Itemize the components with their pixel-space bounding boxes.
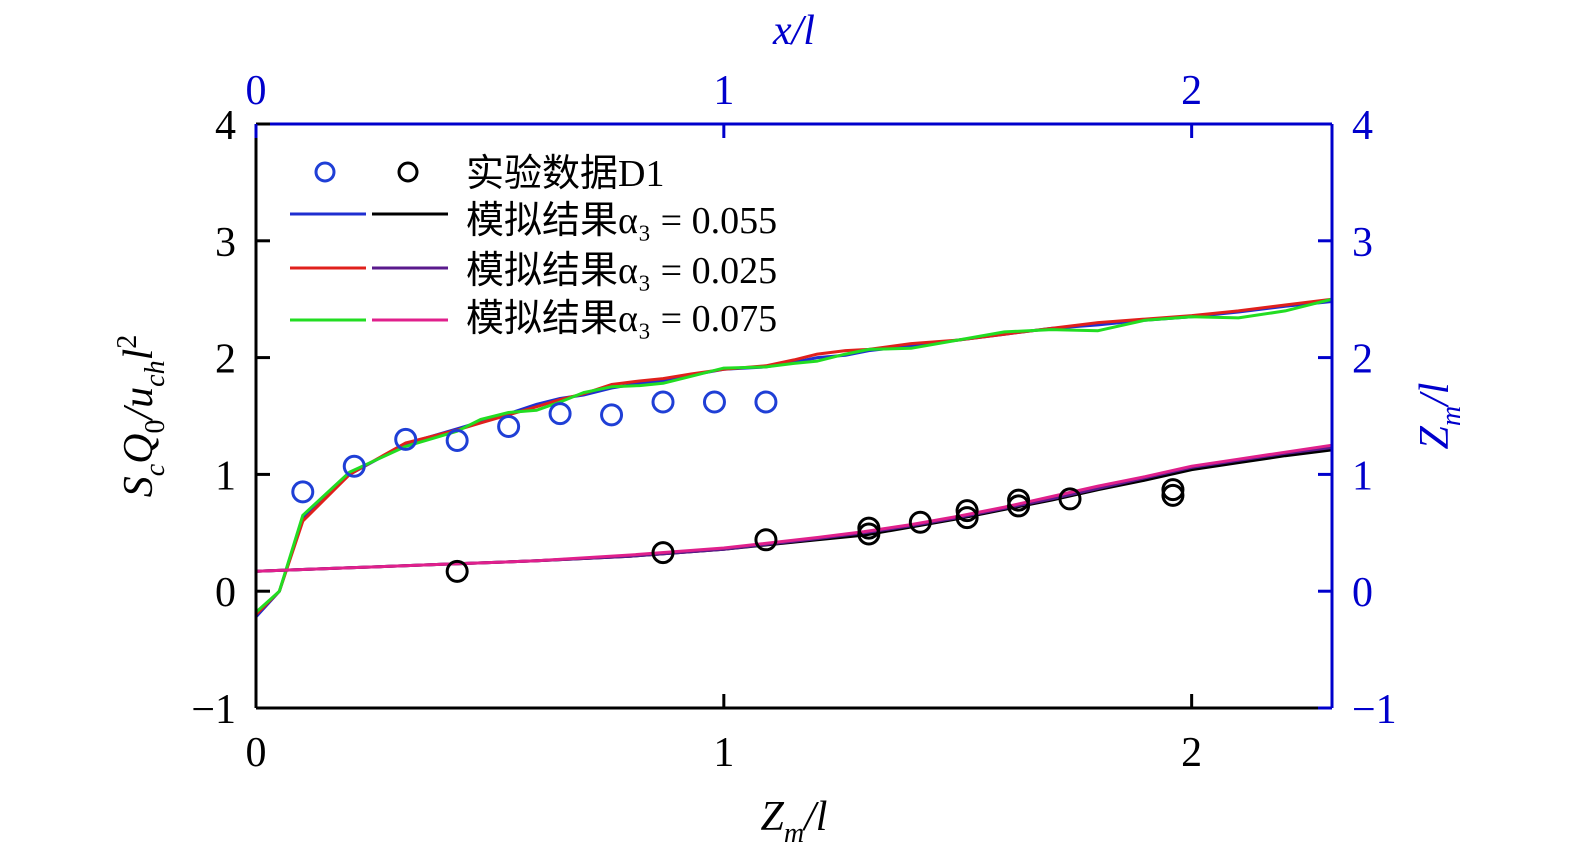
series-line-sim-025-lower bbox=[255, 446, 1333, 573]
right-axis-title-tail: /l bbox=[1412, 383, 1458, 408]
data-point-black bbox=[651, 541, 675, 565]
data-point-black bbox=[1007, 494, 1031, 518]
right-tick-label: 1 bbox=[1352, 453, 1373, 499]
right-axis-title-sub: m bbox=[1436, 406, 1467, 426]
legend-label-025-cn: 模拟结果 bbox=[466, 250, 618, 292]
data-point-black bbox=[1161, 478, 1185, 502]
bottom-tick-label: 2 bbox=[1181, 730, 1202, 776]
left-axis-title-p4: /u bbox=[116, 387, 162, 422]
right-axis-title-main: Z bbox=[1412, 425, 1458, 449]
left-axis-title-p5: ch bbox=[140, 360, 171, 386]
legend-marker-exp-blue bbox=[314, 161, 336, 183]
legend: 实验数据D1 模拟结果α₃ = 0.055 模拟结果α₃ = 0.025 模拟结… bbox=[290, 153, 777, 340]
data-point-blue bbox=[702, 390, 726, 414]
data-point-black bbox=[908, 510, 932, 534]
left-axis-title-p6: l bbox=[116, 349, 162, 361]
data-point-black bbox=[1161, 483, 1185, 507]
left-axis-title-p7: 2 bbox=[112, 335, 143, 349]
bottom-tick-label: 0 bbox=[246, 730, 267, 776]
left-tick-label: 3 bbox=[215, 220, 236, 266]
legend-label-025-eq: α₃ = 0.025 bbox=[618, 250, 777, 292]
left-tick-label: 0 bbox=[215, 570, 236, 616]
data-point-blue bbox=[497, 415, 521, 439]
data-point-blue bbox=[651, 390, 675, 414]
right-tick-label: 4 bbox=[1352, 103, 1373, 149]
bottom-tick-label: 1 bbox=[713, 730, 734, 776]
right-tick-label: 2 bbox=[1352, 337, 1373, 383]
data-point-blue bbox=[548, 402, 572, 426]
left-axis-title-p3: 0 bbox=[140, 420, 171, 434]
left-axis-title: ScQ0/uchl2 bbox=[112, 335, 171, 498]
series-layer bbox=[254, 297, 1333, 618]
data-point-black bbox=[955, 499, 979, 523]
legend-label-exp: 实验数据D1 bbox=[466, 153, 664, 195]
legend-marker-exp-black bbox=[397, 161, 419, 183]
legend-label-025: 模拟结果α₃ = 0.025 bbox=[466, 250, 777, 292]
right-tick-label: 3 bbox=[1352, 220, 1373, 266]
top-tick-label: 0 bbox=[246, 68, 267, 114]
right-tick-label: −1 bbox=[1352, 687, 1397, 733]
data-point-blue bbox=[600, 403, 624, 427]
legend-label-055-cn: 模拟结果 bbox=[466, 200, 618, 242]
legend-label-075-cn: 模拟结果 bbox=[466, 298, 618, 340]
data-point-black bbox=[857, 516, 881, 540]
series-line-sim-055-lower bbox=[255, 448, 1333, 573]
data-point-black bbox=[1007, 488, 1031, 512]
top-tick-label: 1 bbox=[713, 68, 734, 114]
top-tick-label: 2 bbox=[1181, 68, 1202, 114]
data-point-black bbox=[857, 522, 881, 546]
left-tick-label: 2 bbox=[215, 337, 236, 383]
series-line-sim-055-upper bbox=[254, 300, 1333, 618]
bottom-axis-title: Zm/l bbox=[761, 794, 828, 849]
data-point-blue bbox=[394, 427, 418, 451]
bottom-axis-title-sub: m bbox=[784, 818, 804, 849]
legend-label-055: 模拟结果α₃ = 0.055 bbox=[466, 200, 777, 242]
data-point-blue bbox=[342, 454, 366, 478]
data-point-black bbox=[445, 559, 469, 583]
top-axis-title: x/l bbox=[772, 8, 815, 54]
bottom-axis-title-main: Z bbox=[761, 794, 785, 840]
points-layer bbox=[291, 390, 1185, 583]
right-axis-title: Zm/l bbox=[1412, 383, 1467, 450]
series-line-sim-075-lower bbox=[255, 443, 1333, 573]
left-tick-label: −1 bbox=[191, 687, 236, 733]
left-axis-title-p2: Q bbox=[116, 434, 162, 464]
data-point-blue bbox=[291, 480, 315, 504]
left-tick-label: 4 bbox=[215, 103, 236, 149]
left-axis-title-p0: S bbox=[116, 476, 162, 497]
data-point-blue bbox=[445, 429, 469, 453]
left-tick-label: 1 bbox=[215, 453, 236, 499]
legend-label-075: 模拟结果α₃ = 0.075 bbox=[466, 298, 777, 340]
right-tick-label: 0 bbox=[1352, 570, 1373, 616]
legend-label-055-eq: α₃ = 0.055 bbox=[618, 200, 777, 242]
legend-label-075-eq: α₃ = 0.075 bbox=[618, 298, 777, 340]
series-line-sim-025-upper bbox=[254, 297, 1333, 616]
data-point-black bbox=[955, 506, 979, 530]
data-point-blue bbox=[754, 390, 778, 414]
data-point-black bbox=[754, 528, 778, 552]
data-point-black bbox=[1058, 487, 1082, 511]
left-axis-title-p1: c bbox=[140, 463, 171, 476]
bottom-axis-title-tail: /l bbox=[802, 794, 827, 840]
